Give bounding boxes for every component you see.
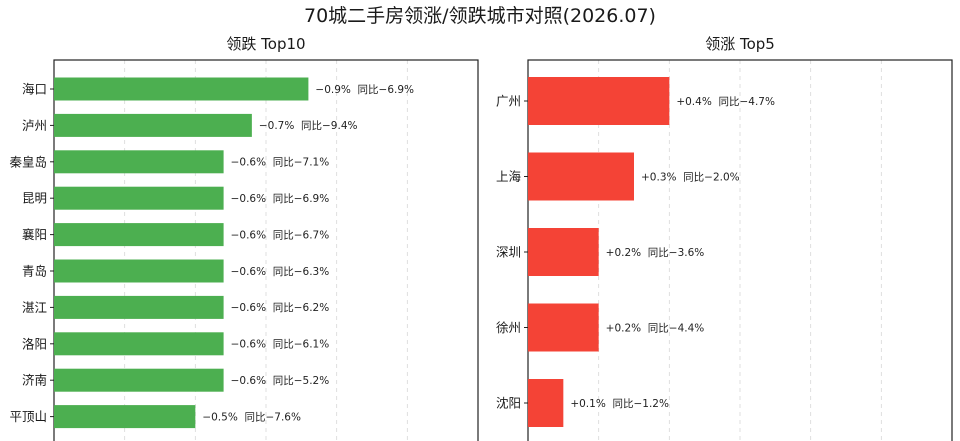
rise-data-label: +0.3% 同比−2.0%: [641, 170, 740, 183]
decline-bar: [54, 113, 252, 137]
rise-bar: [528, 228, 599, 276]
decline-data-label: −0.5% 同比−7.6%: [202, 410, 301, 423]
decline-bar: [54, 405, 196, 429]
rise-panel-title: 领涨 Top5: [705, 35, 775, 53]
rise-category-label: 深圳: [496, 245, 521, 260]
rise-category-label: 上海: [496, 169, 522, 184]
decline-bar: [54, 150, 224, 174]
rise-data-label: +0.2% 同比−3.6%: [606, 246, 705, 259]
decline-category-label: 平顶山: [9, 409, 47, 424]
decline-data-label: −0.6% 同比−6.9%: [231, 192, 330, 205]
rise-category-label: 徐州: [496, 320, 521, 335]
decline-category-label: 洛阳: [22, 336, 47, 351]
decline-data-label: −0.6% 同比−6.7%: [231, 228, 330, 241]
decline-category-label: 海口: [22, 82, 47, 97]
rise-panel-ticks: [524, 100, 528, 404]
rise-bar: [528, 77, 670, 125]
rise-panel-bars: 广州 +0.4% 同比−4.7% 上海 +0.3% 同比−2.0% 深圳 +0.2% 同比…: [496, 77, 775, 427]
decline-data-label: −0.6% 同比−6.3%: [231, 265, 330, 278]
decline-data-label: −0.6% 同比−6.2%: [231, 301, 330, 314]
rise-data-label: +0.2% 同比−4.4%: [606, 321, 705, 334]
decline-data-label: −0.6% 同比−6.1%: [231, 338, 330, 351]
decline-bar: [54, 259, 224, 283]
decline-panel-ticks: [50, 88, 54, 418]
figure-title: 70城二手房领涨/领跌城市对照(2026.07): [304, 5, 656, 27]
decline-bar: [54, 332, 224, 356]
rise-bar: [528, 379, 564, 427]
rise-data-label: +0.4% 同比−4.7%: [676, 95, 775, 108]
decline-bar: [54, 368, 224, 392]
decline-category-label: 昆明: [22, 191, 47, 206]
decline-data-label: −0.6% 同比−5.2%: [231, 374, 330, 387]
decline-bar: [54, 295, 224, 319]
decline-category-label: 青岛: [22, 264, 47, 279]
decline-category-label: 泸州: [22, 118, 47, 133]
decline-data-label: −0.6% 同比−7.1%: [231, 156, 330, 169]
decline-data-label: −0.9% 同比−6.9%: [315, 83, 414, 96]
decline-data-label: −0.7% 同比−9.4%: [259, 119, 358, 132]
decline-category-label: 襄阳: [22, 227, 47, 242]
decline-panel-bars: 海口 −0.9% 同比−6.9% 泸州 −0.7% 同比−9.4% 秦皇岛 −0.6% 同…: [9, 77, 414, 429]
rise-bar: [528, 303, 599, 352]
decline-category-label: 秦皇岛: [9, 154, 47, 169]
rise-category-label: 沈阳: [496, 396, 521, 411]
decline-panel-frame: [53, 59, 479, 441]
decline-bar: [54, 77, 309, 101]
rise-bar: [528, 152, 634, 201]
decline-bar: [54, 223, 224, 247]
decline-panel-title: 领跌 Top10: [226, 35, 305, 53]
rise-panel: 领涨 Top5 广州 +0.4% 同比−4.7% 上海 +0.3% 同比−2.0% 深圳…: [496, 35, 953, 441]
decline-category-label: 湛江: [22, 300, 47, 315]
rise-category-label: 广州: [496, 94, 521, 109]
decline-category-label: 济南: [22, 373, 47, 388]
decline-panel: 领跌 Top10 海口 −0.9% 同比−6.9% 泸州 −0.7% 同比−9.4% 秦…: [9, 35, 479, 441]
rise-data-label: +0.1% 同比−1.2%: [570, 397, 669, 410]
decline-bar: [54, 186, 224, 210]
